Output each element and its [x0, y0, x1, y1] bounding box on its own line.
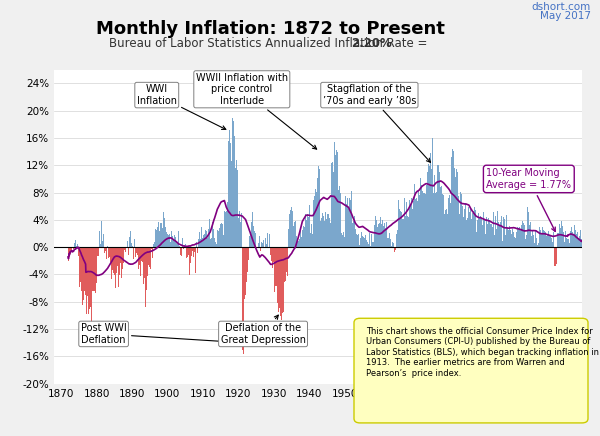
- Text: Monthly Inflation: 1872 to Present: Monthly Inflation: 1872 to Present: [95, 20, 445, 37]
- Text: Post WWI
Deflation: Post WWI Deflation: [81, 323, 239, 345]
- Text: Deflation of the
Great Depression: Deflation of the Great Depression: [221, 315, 305, 345]
- Text: This chart shows the official Consumer Price Index for
Urban Consumers (CPI-U) p: This chart shows the official Consumer P…: [366, 327, 599, 378]
- Text: May 2017: May 2017: [540, 11, 591, 21]
- Text: WWI
Inflation: WWI Inflation: [137, 84, 226, 129]
- Text: dshort.com: dshort.com: [532, 2, 591, 12]
- Text: 10-Year Moving
Average = 1.77%: 10-Year Moving Average = 1.77%: [487, 168, 571, 232]
- Text: WWII Inflation with
price control
Interlude: WWII Inflation with price control Interl…: [196, 73, 317, 149]
- Text: 2.20%: 2.20%: [352, 37, 392, 50]
- Text: Bureau of Labor Statistics Annualized Inflation Rate =: Bureau of Labor Statistics Annualized In…: [109, 37, 431, 50]
- Text: Stagflation of the
’70s and early ’80s: Stagflation of the ’70s and early ’80s: [323, 84, 430, 162]
